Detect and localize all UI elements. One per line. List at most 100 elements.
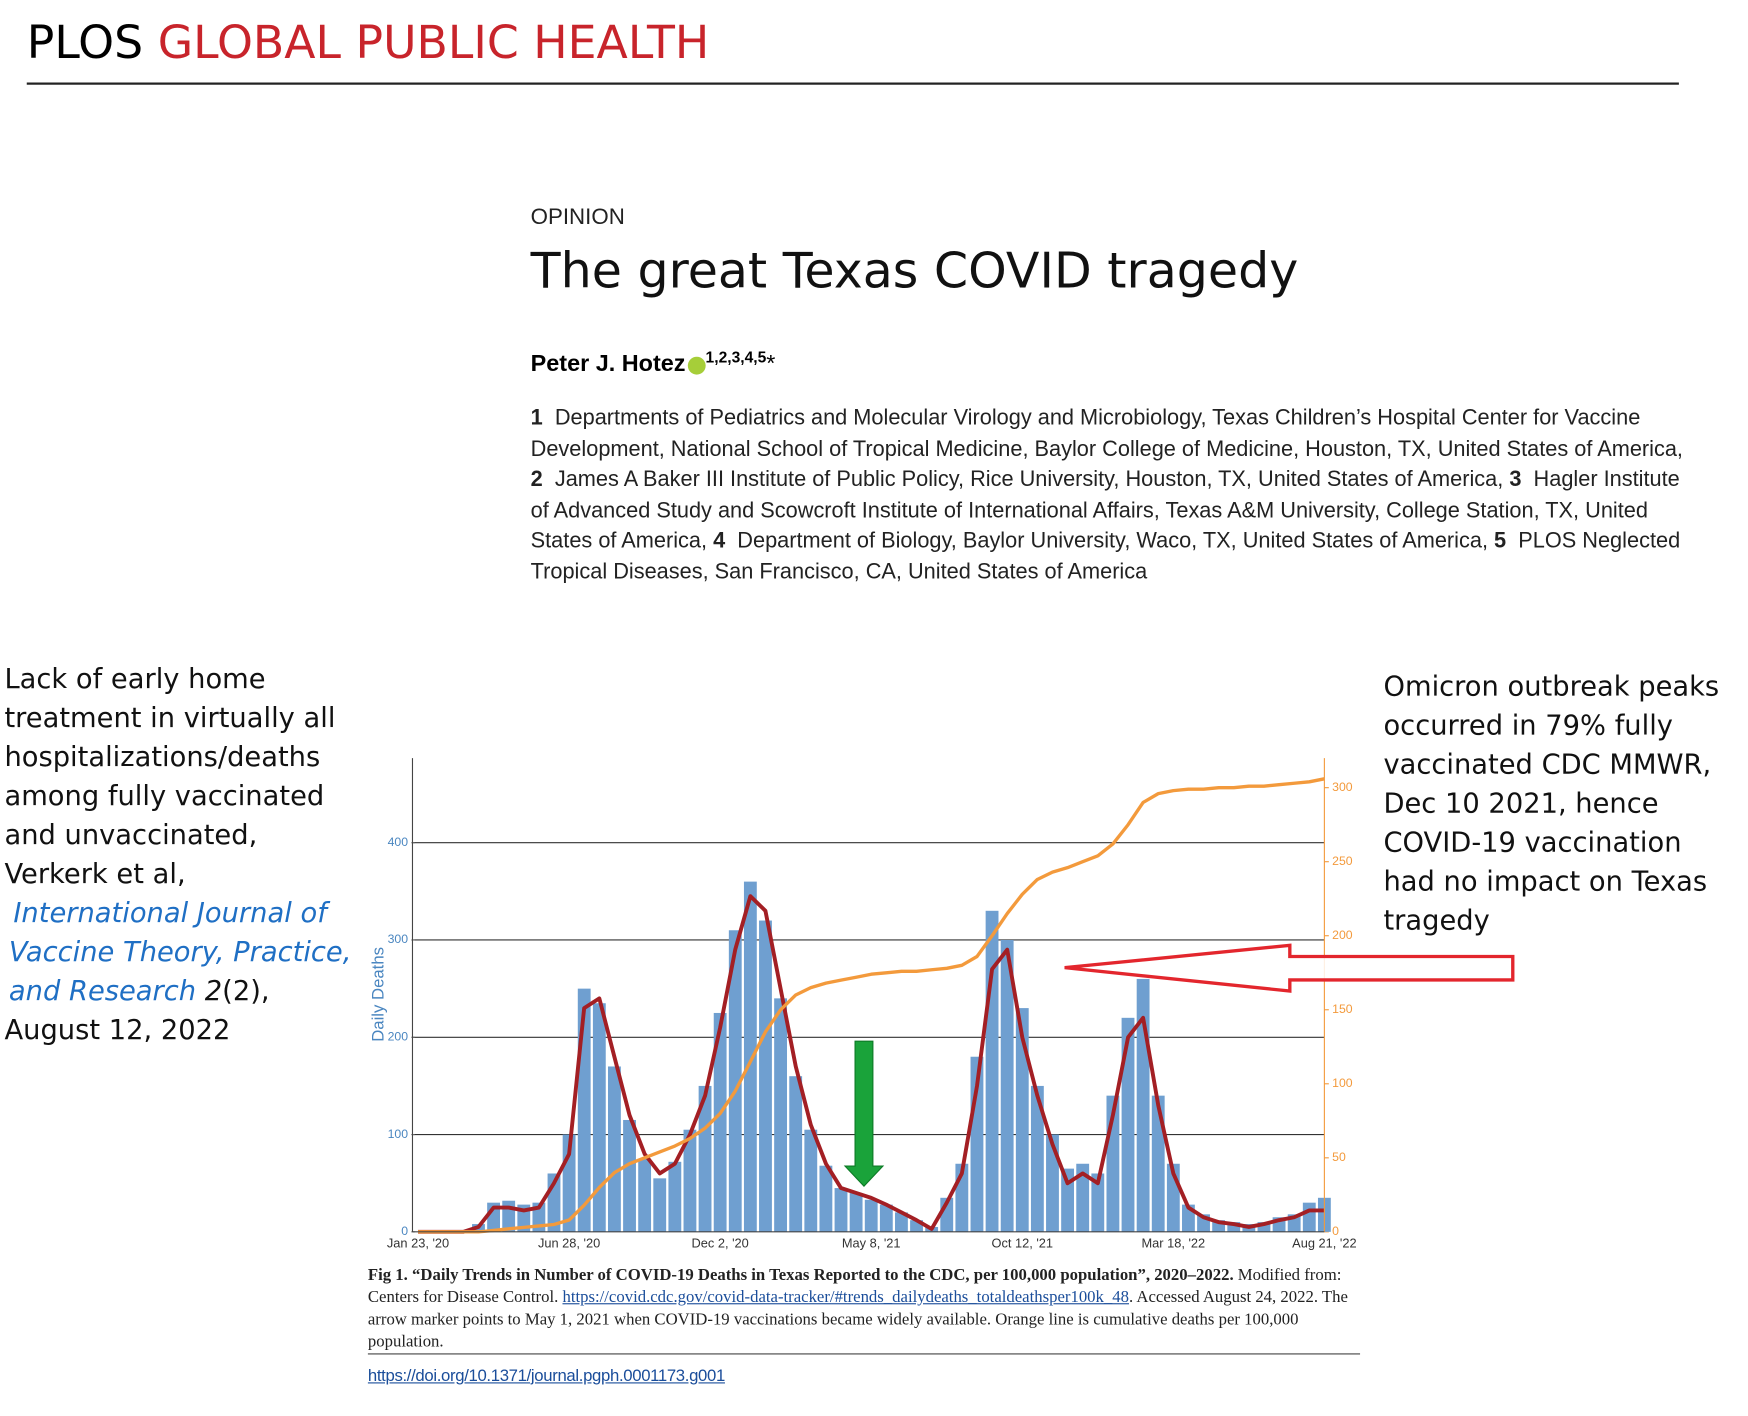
doi-link[interactable]: https://doi.org/10.1371/journal.pgph.000…: [367, 1366, 725, 1386]
y-tick-label: 400: [388, 835, 409, 849]
x-tick-label: May 8, '21: [842, 1236, 901, 1251]
y2-tick-label: 50: [1332, 1150, 1346, 1164]
bar: [804, 1129, 818, 1232]
y-tick-label: 100: [388, 1127, 409, 1141]
green-arrow: [843, 1040, 885, 1187]
journal-link: and Research: [8, 974, 197, 1007]
affiliation-number: 5: [1494, 528, 1507, 553]
bar: [1212, 1220, 1226, 1232]
caption-source: Modified from: Centers for Disease Contr…: [367, 1266, 1342, 1307]
author: Peter J. Hotez 1,2,3,4,5*: [531, 348, 776, 378]
orcid-icon[interactable]: [687, 356, 706, 375]
bar: [759, 920, 772, 1232]
note-line: COVID-19 vaccination: [1383, 826, 1682, 859]
bar: [1015, 1008, 1029, 1232]
bar: [985, 910, 999, 1232]
y2-tick-label: 0: [1332, 1224, 1339, 1238]
bar: [1046, 1134, 1059, 1232]
bar: [698, 1085, 712, 1232]
caption-rule: [367, 1353, 1361, 1355]
note-line: hospitalizations/deaths: [4, 740, 321, 773]
bar: [774, 998, 788, 1232]
bar: [1227, 1222, 1241, 1232]
x-tick-label: Aug 21, '22: [1292, 1236, 1356, 1251]
bar: [1030, 1085, 1044, 1232]
article-type: OPINION: [530, 205, 625, 230]
bar: [1061, 1168, 1075, 1232]
line: [418, 894, 1325, 1234]
journal-link: Vaccine Theory, Practice,: [8, 935, 352, 968]
bar: [1151, 1095, 1165, 1232]
affiliations: 1 Departments of Pediatrics and Molecula…: [531, 404, 1702, 588]
affiliation-number: 2: [530, 467, 543, 492]
y-tick-label: 300: [388, 932, 409, 946]
caption-text: . Accessed August 24, 2022. The arrow ma…: [367, 1288, 1348, 1352]
journal-name: GLOBAL PUBLIC HEALTH: [157, 15, 710, 70]
y-axis-title: Daily Deaths: [368, 947, 387, 1042]
affiliation-text: Department of Biology, Baylor University…: [737, 528, 1488, 553]
left-note: Lack of early home treatment in virtually…: [4, 659, 351, 1049]
line: [418, 777, 1325, 1234]
right-note: Omicron outbreak peaks occurred in 79% fu…: [1383, 667, 1719, 940]
y2-tick-label: 300: [1332, 780, 1353, 794]
bar: [713, 1012, 727, 1232]
y2-tick-label: 250: [1332, 854, 1353, 868]
affiliation-number: 4: [713, 528, 726, 553]
y-tick-label: 0: [401, 1224, 408, 1238]
x-tick-label: Jun 28, '20: [538, 1236, 600, 1251]
affiliation-number: 3: [1509, 467, 1522, 492]
bar: [623, 1119, 636, 1232]
affiliation-text: Departments of Pediatrics and Molecular …: [530, 405, 1683, 461]
bar: [864, 1199, 878, 1232]
note-line: had no impact on Texas: [1383, 865, 1708, 898]
bar: [668, 1161, 682, 1232]
bar: [1257, 1222, 1271, 1232]
bar: [834, 1188, 848, 1232]
bar: [653, 1178, 667, 1232]
issue: (2),: [222, 974, 270, 1007]
bar: [789, 1076, 803, 1232]
bar: [849, 1192, 863, 1232]
bar: [683, 1129, 697, 1232]
affiliation-text: James A Baker III Institute of Public Po…: [554, 467, 1504, 492]
bar: [1091, 1173, 1105, 1232]
y2-tick-label: 200: [1332, 928, 1353, 942]
bar: [743, 881, 757, 1232]
x-tick-label: Jan 23, '20: [387, 1236, 449, 1251]
affiliation-text: PLOS Neglected Tropical Diseases, San Fr…: [530, 528, 1681, 584]
y2-tick-label: 150: [1332, 1002, 1353, 1016]
bar: [608, 1066, 621, 1232]
y2-tick-label: 100: [1332, 1076, 1353, 1090]
bar: [1302, 1202, 1316, 1232]
author-affiliations: 1,2,3,4,5: [705, 347, 767, 366]
volume: 2: [204, 974, 223, 1007]
note-line: among fully vaccinated: [4, 779, 325, 812]
note-line: and Research 2(2),: [4, 971, 351, 1010]
note-line: and unvaccinated,: [4, 818, 258, 851]
caption-label: Fig 1.: [367, 1266, 408, 1285]
article-title: The great Texas COVID tragedy: [530, 243, 1299, 300]
note-line: vaccinated CDC MMWR,: [1383, 748, 1712, 781]
note-line: Lack of early home: [4, 662, 266, 695]
caption-title: “Daily Trends in Number of COVID-19 Deat…: [412, 1266, 1234, 1285]
bar: [638, 1158, 652, 1232]
x-tick-label: Oct 12, '21: [991, 1236, 1053, 1251]
affiliation-text: Hagler Institute of Advanced Study and S…: [530, 467, 1680, 553]
bar: [879, 1204, 893, 1232]
note-line: Omicron outbreak peaks: [1383, 669, 1720, 703]
figure-caption: Fig 1. “Daily Trends in Number of COVID-…: [368, 1264, 1360, 1353]
note-line: occurred in 79% fully: [1383, 709, 1673, 742]
note-line: treatment in virtually all: [4, 701, 336, 734]
bar: [1000, 939, 1014, 1232]
bar: [910, 1220, 923, 1232]
plot: 0 100 200 300 400 0 50 100 150 200 250 300 Jan 23, '…: [387, 758, 1357, 1251]
caption-link[interactable]: https://covid.cdc.gov/covid-data-tracker…: [562, 1288, 1129, 1307]
note-line: Vaccine Theory, Practice,: [4, 932, 352, 971]
note-line: tragedy: [1383, 904, 1490, 937]
bar: [819, 1165, 833, 1232]
author-mark: *: [766, 351, 776, 377]
bar: [1076, 1163, 1090, 1232]
x-tick-label: Dec 2, '20: [692, 1236, 749, 1251]
